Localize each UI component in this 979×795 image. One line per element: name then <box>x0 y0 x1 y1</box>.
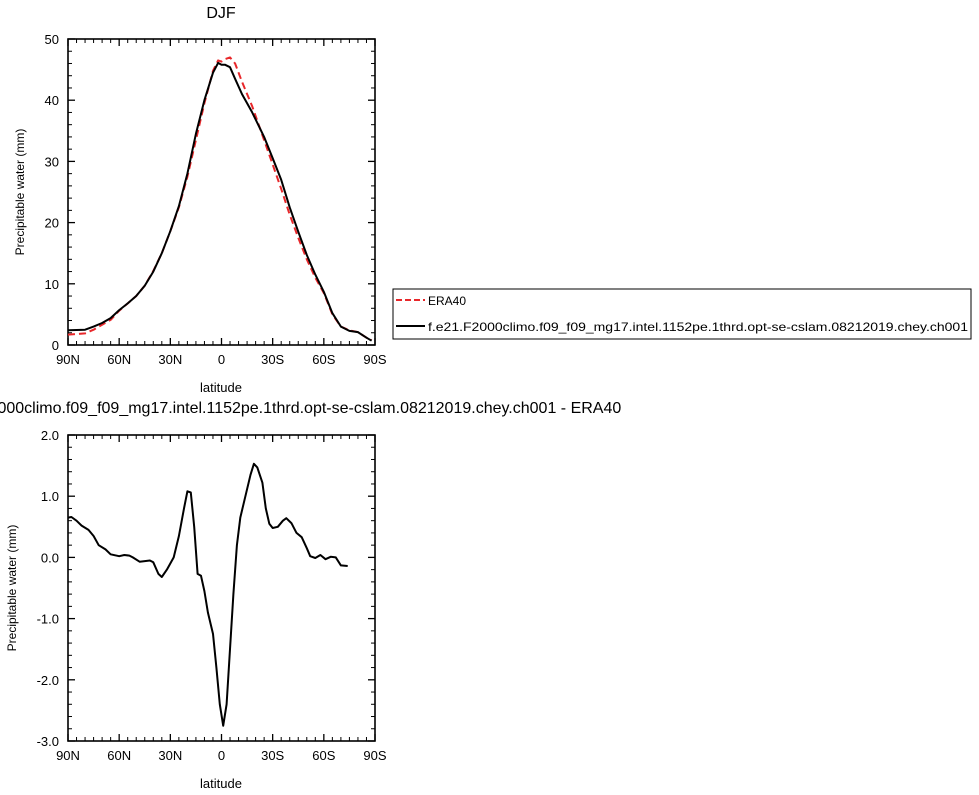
y-tick-label: -3.0 <box>37 734 59 749</box>
x-tick-label: 60N <box>107 352 131 367</box>
legend-box <box>392 288 972 340</box>
top-plot-lines <box>67 56 373 342</box>
bottom-series-line-0 <box>67 462 348 727</box>
y-tick-label: 10 <box>45 277 59 292</box>
y-tick-label: 1.0 <box>41 489 59 504</box>
x-tick-label: 90S <box>363 748 386 763</box>
bottom-plot-xlabel: latitude <box>200 776 242 791</box>
bottom-plot-lines <box>67 462 348 727</box>
y-tick-label: -1.0 <box>37 612 59 627</box>
y-tick-label: 20 <box>45 216 59 231</box>
top-plot-ticks: 90N 60N 30N 0 30S 60S 90S 0 10 20 30 40 50 <box>45 32 387 367</box>
bottom-plot-ylabel: Precipitable water (mm) <box>5 525 19 652</box>
x-tick-label: 30N <box>158 748 182 763</box>
legend: ERA40 f.e21.F2000climo.f09_f09_mg17.inte… <box>392 288 972 340</box>
y-tick-label: 0.0 <box>41 550 59 565</box>
y-tick-label: 50 <box>45 32 59 47</box>
top-plot-title: DJF <box>206 5 236 22</box>
x-tick-label: 30S <box>261 352 284 367</box>
top-plot-ylabel: Precipitable water (mm) <box>13 129 27 256</box>
top-plot: DJF 90N 60N 30N 0 30S 60S 90S 0 10 20 30 40 50 latit… <box>13 5 387 395</box>
top-plot-frame <box>67 38 376 346</box>
y-tick-label: 2.0 <box>41 428 59 443</box>
x-tick-label: 30N <box>158 352 182 367</box>
x-tick-label: 0 <box>218 352 225 367</box>
x-tick-label: 60S <box>312 748 335 763</box>
x-tick-label: 90N <box>56 748 80 763</box>
legend-label-era40: ERA40 <box>428 294 466 308</box>
x-tick-label: 0 <box>218 748 225 763</box>
bottom-plot-title: f.e21.F2000climo.f09_f09_mg17.intel.1152… <box>0 400 621 417</box>
y-tick-label: 0 <box>52 338 59 353</box>
bottom-plot-frame <box>67 434 376 742</box>
bottom-plot: f.e21.F2000climo.f09_f09_mg17.intel.1152… <box>0 400 621 791</box>
top-series-line-1 <box>67 61 373 342</box>
x-tick-label: 90S <box>363 352 386 367</box>
y-tick-label: -2.0 <box>37 673 59 688</box>
y-tick-label: 40 <box>45 93 59 108</box>
top-plot-xlabel: latitude <box>200 380 242 395</box>
x-tick-label: 90N <box>56 352 80 367</box>
bottom-plot-ticks: 90N 60N 30N 0 30S 60S 90S -3.0 -2.0 -1.0 0.0 1.0 2.0 <box>37 428 387 763</box>
legend-label-model: f.e21.F2000climo.f09_f09_mg17.intel.1152… <box>428 320 968 334</box>
x-tick-label: 30S <box>261 748 284 763</box>
x-tick-label: 60N <box>107 748 131 763</box>
y-tick-label: 30 <box>45 154 59 169</box>
x-tick-label: 60S <box>312 352 335 367</box>
